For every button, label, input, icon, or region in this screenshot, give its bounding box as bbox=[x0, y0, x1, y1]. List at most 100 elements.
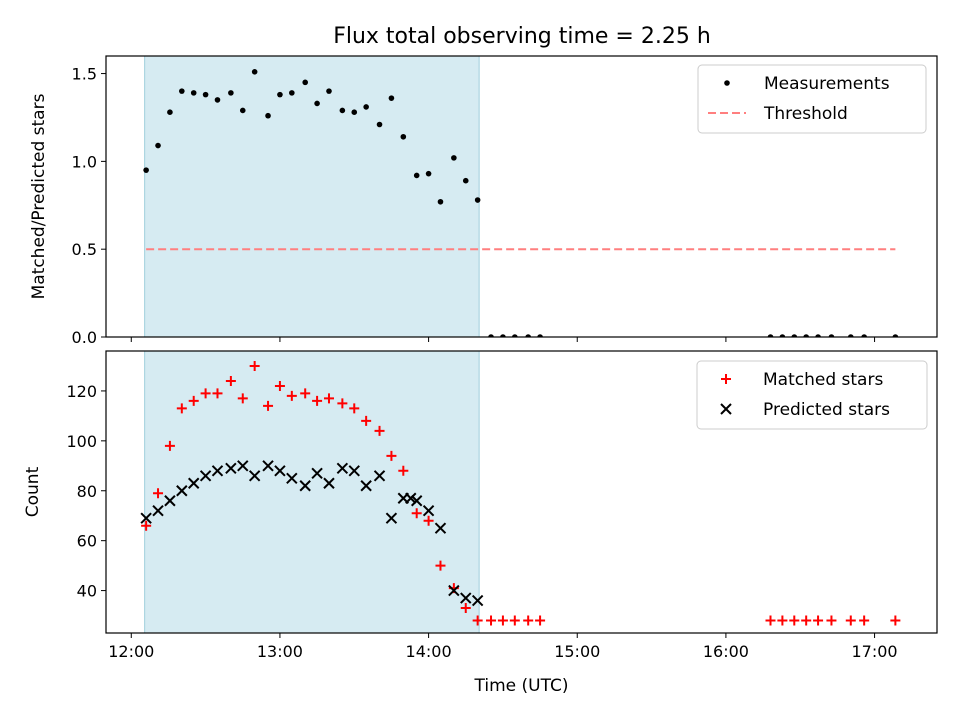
matched-star-point bbox=[411, 508, 422, 519]
predicted-star-point bbox=[299, 480, 311, 492]
predicted-star-point bbox=[225, 462, 237, 474]
predicted-star-point bbox=[373, 470, 386, 482]
predicted-star-point bbox=[348, 465, 360, 477]
matched-star-point bbox=[200, 388, 211, 399]
measurement-point bbox=[265, 112, 271, 119]
legend-box bbox=[697, 64, 927, 134]
matched-star-point bbox=[523, 615, 534, 626]
predicted-star-point bbox=[188, 477, 200, 489]
y-axis-label: Count bbox=[23, 466, 43, 517]
y-axis-label: Matched/Predicted stars bbox=[29, 93, 49, 299]
measurement-point bbox=[202, 91, 209, 98]
predicted-star-point bbox=[211, 465, 224, 477]
predicted-star-point bbox=[471, 594, 484, 607]
x-tick-label: 14:00 bbox=[406, 642, 452, 661]
matched-star-point bbox=[286, 390, 297, 401]
matched-star-point bbox=[349, 403, 360, 414]
plot-marks bbox=[143, 69, 899, 337]
measurement-point bbox=[251, 69, 258, 75]
matched-star-point bbox=[249, 360, 260, 371]
predicted-star-point bbox=[237, 460, 249, 472]
measurement-point bbox=[190, 90, 197, 96]
top-panel: 0.0 0.5 1.0 1.5 Matched/Predicted stars Measu… bbox=[29, 55, 938, 347]
matched-star-point bbox=[789, 615, 800, 626]
measurement-point bbox=[462, 177, 469, 184]
measurement-point bbox=[474, 197, 481, 203]
matched-star-point bbox=[801, 615, 812, 626]
predicted-star-point bbox=[248, 470, 261, 482]
matched-star-point bbox=[423, 515, 434, 526]
matched-star-point bbox=[890, 615, 901, 626]
predicted-star-point bbox=[460, 592, 472, 604]
measurement-point bbox=[167, 109, 173, 115]
matched-star-point bbox=[374, 425, 385, 436]
measurement-point bbox=[363, 104, 369, 110]
axes-frame bbox=[105, 55, 938, 338]
measurement-point bbox=[314, 100, 320, 107]
measurement-point bbox=[488, 334, 494, 337]
axes-frame bbox=[105, 350, 938, 634]
y-tick-label: 1.0 bbox=[72, 152, 97, 171]
y-tick-label: 0.5 bbox=[72, 240, 97, 259]
predicted-star-point bbox=[286, 472, 298, 484]
x-axis-label: Time (UTC) bbox=[474, 676, 569, 696]
legend-label: Predicted stars bbox=[763, 400, 890, 420]
matched-star-point bbox=[765, 615, 776, 626]
measurement-point bbox=[828, 334, 835, 337]
legend: Measurements Threshold bbox=[697, 64, 927, 134]
matched-star-point bbox=[472, 615, 483, 626]
predicted-star-point bbox=[199, 470, 212, 482]
chart-title: Flux total observing time = 2.25 h bbox=[333, 24, 711, 49]
matched-star-point bbox=[323, 393, 334, 404]
matched-star-point bbox=[460, 603, 471, 614]
measurement-point bbox=[376, 121, 383, 128]
measurement-point bbox=[791, 334, 798, 337]
measurement-point bbox=[437, 198, 444, 205]
matched-star-point bbox=[486, 615, 497, 626]
matched-star-point bbox=[386, 450, 397, 461]
measurement-point bbox=[815, 334, 821, 337]
matched-star-point bbox=[509, 615, 520, 626]
predicted-star-point bbox=[176, 485, 188, 497]
y-tick-label: 40 bbox=[77, 582, 97, 601]
measurement-point bbox=[228, 90, 234, 96]
measurement-point bbox=[277, 91, 283, 98]
measurement-point bbox=[892, 334, 899, 337]
matched-star-point bbox=[813, 615, 824, 626]
measurement-point bbox=[302, 79, 309, 86]
measurement-point bbox=[239, 107, 246, 114]
x-tick-label: 15:00 bbox=[554, 642, 600, 661]
matched-star-point bbox=[535, 615, 546, 626]
predicted-star-point bbox=[360, 480, 372, 492]
y-tick-label: 120 bbox=[66, 382, 97, 401]
predicted-star-point bbox=[336, 462, 349, 474]
measurement-point bbox=[326, 88, 332, 94]
legend-box bbox=[696, 360, 928, 430]
measurement-point bbox=[155, 142, 161, 149]
matched-star-point bbox=[153, 488, 164, 499]
matched-star-point bbox=[188, 395, 199, 406]
measurement-point bbox=[767, 334, 774, 337]
measurement-point bbox=[861, 334, 867, 337]
measurement-point bbox=[400, 133, 407, 140]
predicted-star-point bbox=[385, 512, 398, 524]
measurement-point bbox=[388, 95, 395, 101]
matched-star-point bbox=[435, 560, 446, 571]
measurement-point bbox=[351, 109, 358, 115]
matched-star-point bbox=[859, 615, 870, 626]
matched-star-point bbox=[176, 403, 187, 414]
measurement-point bbox=[451, 155, 457, 161]
legend-matched-swatch bbox=[721, 374, 731, 384]
matched-star-point bbox=[497, 615, 508, 626]
measurement-point bbox=[847, 334, 854, 337]
measurement-point bbox=[214, 97, 221, 103]
measurement-point bbox=[339, 107, 346, 114]
predicted-star-point bbox=[323, 477, 335, 489]
matched-star-point bbox=[826, 615, 837, 626]
matched-star-point bbox=[312, 395, 323, 406]
predicted-star-point bbox=[422, 505, 435, 517]
matched-star-point bbox=[164, 440, 175, 451]
measurement-point bbox=[803, 334, 809, 337]
measurement-point bbox=[500, 334, 506, 337]
